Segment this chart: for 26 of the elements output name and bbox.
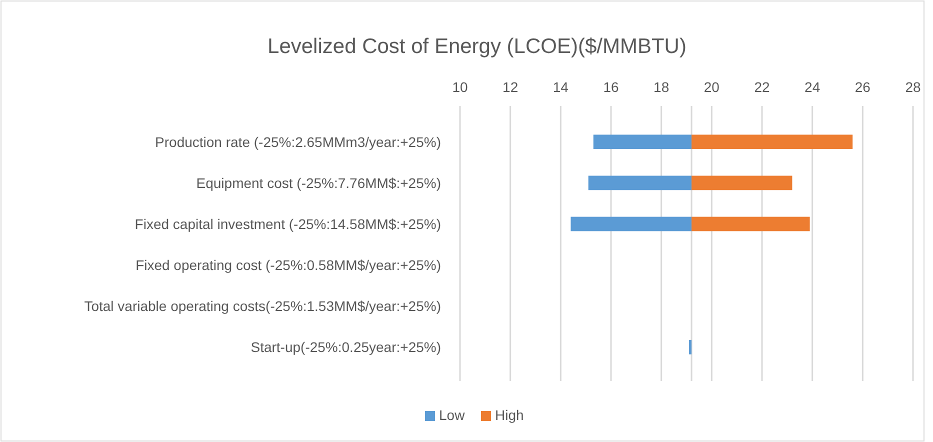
y-tick-label: Fixed operating cost (-25%:0.58MM$/year:+25%) (136, 257, 441, 274)
x-tick-label: 22 (754, 79, 770, 95)
x-tick-label: 10 (452, 79, 468, 95)
x-tick-label: 26 (854, 79, 871, 95)
y-tick-label: Total variable operating costs(-25%:1.53MM$/year:+25%) (84, 298, 441, 314)
bar (588, 176, 692, 190)
bar (692, 134, 853, 150)
x-tick-label: 18 (654, 79, 670, 95)
x-tick-label: 24 (804, 79, 820, 95)
y-tick-label: Production rate (-25%:2.65MMm3/year:+25%) (155, 134, 441, 150)
y-tick-label: Start-up(-25%:0.25year:+25%) (250, 339, 441, 356)
x-tick-label: 20 (704, 79, 720, 95)
y-tick-label: Equipment cost (-25%:7.76MM$:+25%) (196, 174, 441, 191)
bar (689, 340, 692, 354)
legend-label: High (495, 407, 524, 423)
bar (570, 216, 692, 232)
x-tick-label: 12 (502, 79, 518, 95)
legend-label: Low (439, 407, 466, 423)
x-tick-label: 28 (905, 79, 921, 95)
x-tick-label: 14 (552, 79, 569, 95)
bar (593, 134, 692, 150)
x-tick-label: 16 (603, 79, 619, 95)
chart-title: Levelized Cost of Energy (LCOE)($/MMBTU) (268, 35, 686, 58)
bar (692, 176, 792, 190)
y-tick-label: Fixed capital investment (-25%:14.58MM$:+25%) (134, 216, 441, 232)
bar (692, 216, 810, 232)
